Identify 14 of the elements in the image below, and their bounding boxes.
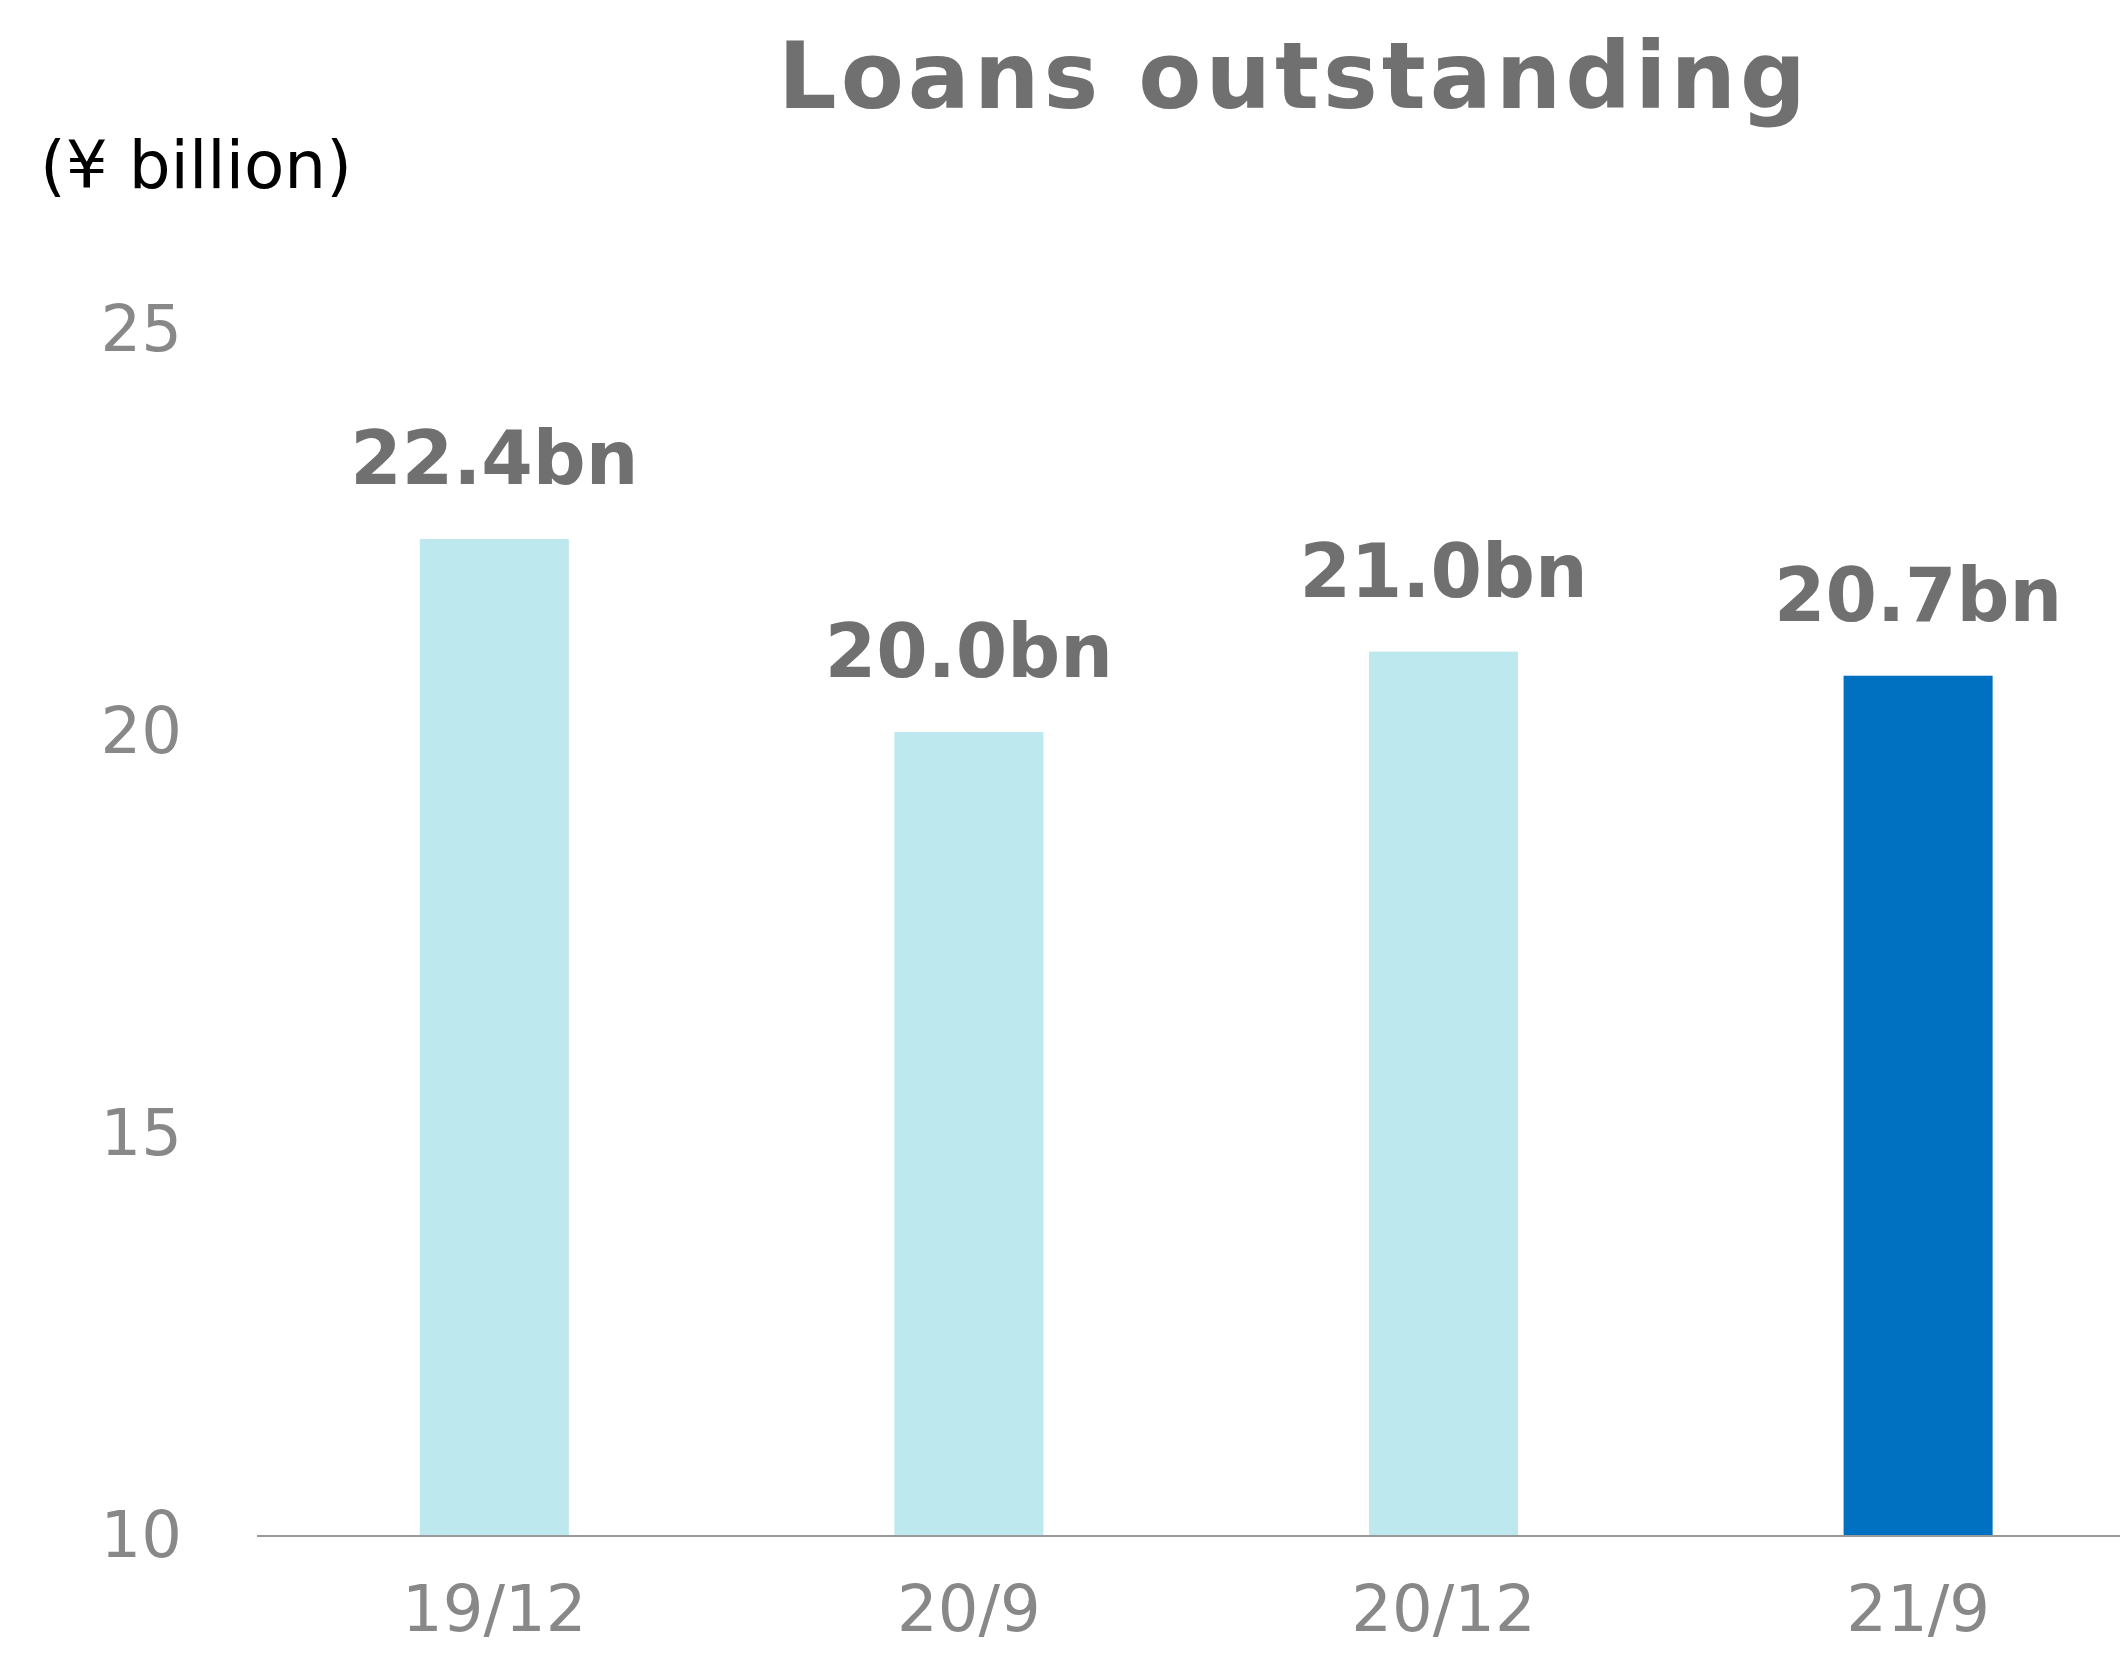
- chart-title: Loans outstanding: [778, 23, 1810, 130]
- data-label: 20.7bn: [1773, 551, 2063, 638]
- y-tick-label: 15: [100, 1095, 182, 1170]
- x-tick-label: 21/9: [1846, 1572, 1990, 1647]
- y-axis-title: (¥ billion): [40, 127, 352, 204]
- y-tick-label: 25: [100, 291, 182, 366]
- data-label: 22.4bn: [350, 415, 639, 502]
- y-tick-label: 20: [100, 693, 182, 768]
- x-tick-label: 20/12: [1351, 1572, 1536, 1647]
- y-tick-label: 10: [100, 1497, 182, 1572]
- x-tick-label: 19/12: [402, 1572, 587, 1647]
- data-label: 21.0bn: [1299, 527, 1588, 614]
- data-label: 20.0bn: [824, 608, 1114, 694]
- x-tick-label: 20/9: [897, 1572, 1041, 1647]
